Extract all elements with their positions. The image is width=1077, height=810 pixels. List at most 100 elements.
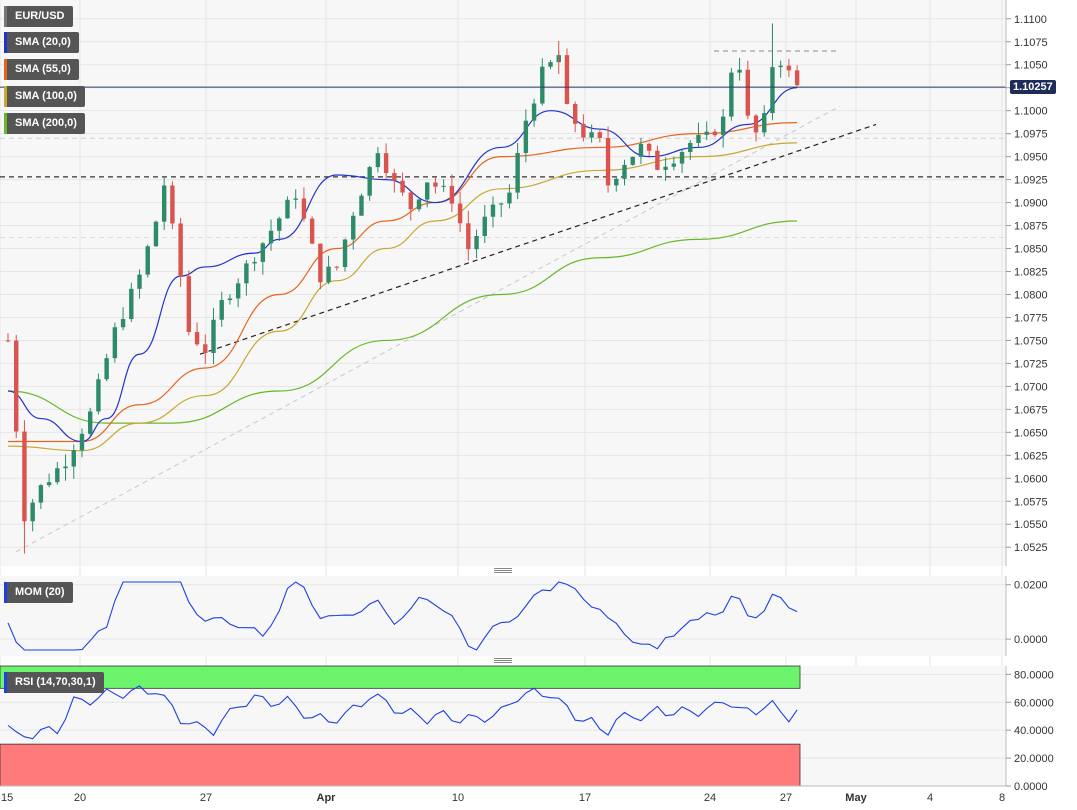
sma200-label: SMA (200,0) (15, 117, 77, 129)
candle-body (523, 120, 529, 153)
date-tick-label: May (845, 792, 867, 804)
sma200-line (7, 220, 798, 424)
candle-body (548, 62, 553, 67)
mom-tick-label: 0.0200 (1014, 580, 1048, 592)
price-axis: 1.11001.10751.10501.10251.10001.09751.09… (1006, 14, 1048, 554)
candle-body (531, 103, 537, 121)
rsi-tick-label: 40.0000 (1014, 725, 1054, 737)
candle-body (441, 185, 446, 187)
candle-body (794, 70, 800, 86)
candle-body (408, 192, 413, 210)
candle-body (38, 485, 44, 503)
instrument-label[interactable]: EUR/USD (4, 6, 73, 27)
legend-rsi[interactable]: RSI (14,70,30,1) (4, 672, 104, 693)
candle-body (457, 203, 463, 224)
candle-body (778, 65, 783, 68)
candle-body (367, 167, 372, 196)
price-tick-label: 1.1100 (1014, 14, 1047, 26)
candle-body (400, 180, 405, 193)
rsi-pane-resize-handle[interactable] (494, 658, 512, 664)
date-tick-label: 8 (999, 792, 1005, 804)
candle-body (737, 69, 742, 73)
candle-body (622, 164, 627, 179)
candle-body (466, 223, 471, 250)
candle-body (474, 235, 479, 250)
date-tick-label: 10 (452, 792, 464, 804)
sma100-label: SMA (100,0) (15, 90, 77, 102)
price-tick-label: 1.0550 (1014, 519, 1048, 531)
candle-body (515, 152, 520, 193)
date-tick-label: 24 (704, 792, 716, 804)
instrument-name: EUR/USD (15, 10, 65, 22)
rsi-tick-label: 60.0000 (1014, 697, 1054, 709)
candle-body (605, 137, 611, 186)
price-tick-label: 1.0575 (1014, 496, 1048, 508)
mom-line (7, 581, 798, 651)
candle-body (572, 103, 578, 124)
candle-body (334, 266, 339, 268)
candle-body (359, 195, 364, 216)
date-tick-label: 20 (74, 792, 86, 804)
candle-body (14, 340, 19, 432)
price-tick-label: 1.0825 (1014, 267, 1048, 279)
rsi-label: RSI (14,70,30,1) (15, 676, 96, 688)
legend-sma20[interactable]: SMA (20,0) (4, 32, 79, 53)
candle-body (729, 72, 734, 117)
price-tick-label: 1.0625 (1014, 450, 1048, 462)
candle-body (786, 65, 792, 71)
date-axis: 15 20 27 Apr 10 17 24 27 May 4 8 (1, 792, 1005, 804)
price-tick-label: 1.0875 (1014, 221, 1048, 233)
candle-body (646, 143, 652, 151)
price-pane[interactable] (0, 0, 1006, 566)
candle-body (96, 379, 101, 412)
candle-body (260, 243, 266, 262)
candle-body (507, 192, 512, 204)
candle-body (63, 466, 68, 469)
legend-sma200[interactable]: SMA (200,0) (4, 113, 85, 134)
candle-body (71, 450, 76, 467)
sma55-line (8, 122, 798, 443)
candle-body (153, 221, 159, 247)
price-tick-label: 1.0525 (1014, 542, 1048, 554)
candle-body (203, 344, 208, 354)
rsi-tick-label: 20.0000 (1014, 753, 1054, 765)
legend-mom[interactable]: MOM (20) (4, 582, 73, 603)
candlesticks (5, 23, 800, 554)
candle-body (104, 358, 109, 380)
price-tick-label: 1.0850 (1014, 244, 1048, 256)
rsi-tick-label: 80.0000 (1014, 669, 1054, 681)
mom-label: MOM (20) (15, 586, 65, 598)
legend-sma55[interactable]: SMA (55,0) (4, 59, 79, 80)
candle-body (589, 132, 594, 138)
rsi-swatch (4, 672, 7, 693)
mom-swatch (4, 582, 7, 603)
legend-sma100[interactable]: SMA (100,0) (4, 86, 85, 107)
candle-body (392, 173, 397, 181)
sma100-swatch (4, 86, 7, 107)
rsi-tick-label: 0.0000 (1014, 781, 1048, 793)
candle-body (252, 261, 257, 264)
rsi-oversold-zone (0, 743, 801, 787)
candle-body (351, 215, 356, 240)
mom-pane-resize-handle[interactable] (494, 568, 512, 574)
candle-body (145, 246, 150, 275)
candle-body (770, 67, 775, 114)
mom-pane[interactable] (0, 576, 1006, 656)
candle-body (244, 263, 249, 284)
candle-body (375, 153, 381, 168)
candle-body (235, 283, 241, 299)
price-tick-label: 1.0675 (1014, 404, 1048, 416)
candle-body (268, 230, 274, 244)
candle-body (88, 411, 93, 434)
sma20-line (7, 87, 798, 443)
candle-body (745, 69, 750, 116)
candle-body (581, 123, 586, 138)
candle-body (120, 319, 126, 328)
price-tick-label: 1.0925 (1014, 175, 1048, 187)
candle-body (712, 131, 718, 136)
candle-body (309, 218, 315, 244)
candle-body (655, 150, 660, 170)
candle-body (293, 198, 298, 200)
date-tick-label: 15 (1, 792, 13, 804)
